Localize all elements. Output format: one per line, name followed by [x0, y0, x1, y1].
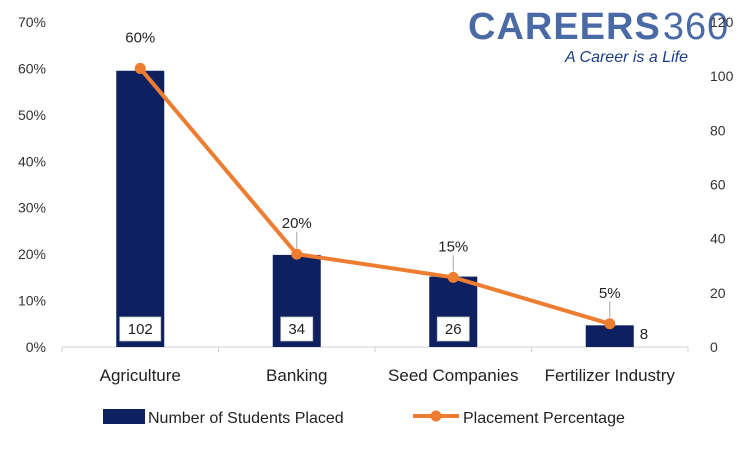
category-label: Banking: [266, 366, 327, 385]
category-label: Agriculture: [100, 366, 181, 385]
left-axis-tick-label: 40%: [18, 153, 46, 169]
logo-tagline: A Career is a Life: [564, 49, 688, 66]
left-axis-tick-label: 30%: [18, 200, 46, 216]
careers360-logo: CAREERS360 A Career is a Life: [468, 6, 729, 66]
bar-value-label-box: [436, 316, 470, 342]
left-axis-tick-label: 10%: [18, 293, 46, 309]
legend-line-marker: [430, 410, 442, 422]
logo-title-word: CAREERS: [468, 6, 661, 48]
data-labels-layer: 102 34 26 8 60% 20% 15% 5%: [119, 29, 648, 343]
left-axis-tick-label: 60%: [18, 60, 46, 76]
logo-title: CAREERS360: [468, 6, 729, 48]
right-axis-tick-label: 60: [710, 177, 726, 193]
logo-title-number: 360: [663, 6, 729, 48]
bar-value-label-box: [119, 316, 162, 342]
right-axis-tick-label: 20: [710, 285, 726, 301]
left-axis-tick-label: 50%: [18, 107, 46, 123]
legend-bar-swatch: [103, 409, 145, 424]
line-value-label: 15%: [438, 238, 468, 255]
right-axis-tick-label: 100: [710, 68, 734, 84]
axes: 0% 10% 20% 30% 40% 50% 60% 70% 0 20 40 60 80 100 120 Ag…: [18, 14, 734, 385]
left-axis-tick-label: 0%: [26, 339, 46, 355]
line-value-label: 60%: [125, 29, 155, 46]
category-label: Fertilizer Industry: [545, 366, 676, 385]
line-point: [447, 271, 459, 283]
line-point: [291, 248, 303, 260]
category-label: Seed Companies: [388, 366, 518, 385]
line-value-label: 20%: [282, 215, 312, 232]
bar: [116, 70, 165, 347]
line-series-path: [138, 67, 611, 326]
legend-bar-label: Number of Students Placed: [148, 410, 344, 427]
left-axis-tick-label: 70%: [18, 14, 46, 30]
right-axis-tick-label: 80: [710, 122, 726, 138]
right-axis-tick-label: 40: [710, 231, 726, 247]
line-point: [134, 62, 146, 74]
bar-value-label-box: [280, 316, 314, 342]
right-axis-tick-label: 120: [710, 14, 734, 30]
bar-value-label: 34: [288, 321, 305, 338]
line-value-label: 5%: [599, 285, 621, 302]
bar-value-label: 102: [128, 321, 153, 338]
bar-value-label: 26: [445, 321, 462, 338]
bar-value-label: 8: [640, 326, 648, 343]
bars-layer: [116, 70, 634, 347]
legend-line-label: Placement Percentage: [463, 410, 625, 427]
legend: Number of Students Placed Placement Perce…: [103, 409, 625, 427]
right-axis-tick-label: 0: [710, 339, 718, 355]
left-axis-tick-label: 20%: [18, 246, 46, 262]
line-layer: [134, 62, 616, 330]
line-point: [604, 318, 616, 330]
bar: [585, 325, 634, 347]
